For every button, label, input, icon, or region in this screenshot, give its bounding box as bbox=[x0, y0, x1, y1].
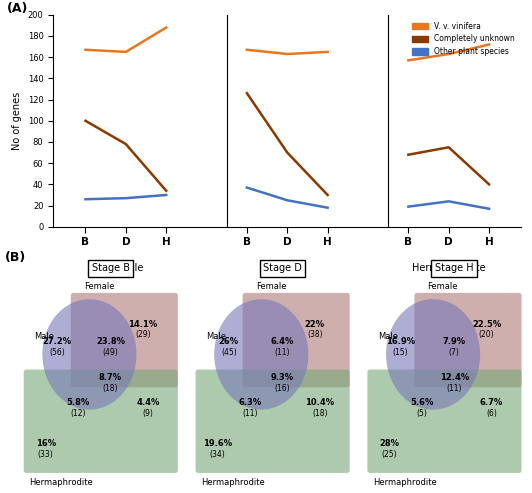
Text: Female: Female bbox=[108, 263, 144, 273]
Text: 22.5%: 22.5% bbox=[472, 319, 501, 329]
Text: (16): (16) bbox=[275, 384, 290, 393]
Text: 8.7%: 8.7% bbox=[99, 373, 122, 382]
Text: 10.4%: 10.4% bbox=[305, 398, 334, 407]
Text: (6): (6) bbox=[486, 409, 497, 418]
Text: Stage D: Stage D bbox=[263, 263, 302, 274]
Text: 4.4%: 4.4% bbox=[136, 398, 160, 407]
Text: Female: Female bbox=[256, 282, 286, 291]
Text: (7): (7) bbox=[449, 348, 460, 357]
Text: (15): (15) bbox=[393, 348, 409, 357]
Text: 6.4%: 6.4% bbox=[271, 337, 294, 347]
Text: 22%: 22% bbox=[305, 319, 325, 329]
Text: (18): (18) bbox=[312, 409, 327, 418]
Ellipse shape bbox=[214, 299, 309, 410]
Text: Male: Male bbox=[206, 332, 226, 341]
Text: 9.3%: 9.3% bbox=[271, 373, 294, 382]
Text: (18): (18) bbox=[103, 384, 118, 393]
Legend: V. v. vinifera, Completely unknown, Other plant species: V. v. vinifera, Completely unknown, Othe… bbox=[409, 19, 518, 59]
Ellipse shape bbox=[43, 299, 137, 410]
Text: 6.7%: 6.7% bbox=[480, 398, 503, 407]
Text: Hermaphrodite: Hermaphrodite bbox=[29, 478, 93, 487]
Text: Hermaphrodite: Hermaphrodite bbox=[412, 263, 486, 273]
Text: 27.2%: 27.2% bbox=[43, 337, 71, 347]
Text: Female: Female bbox=[428, 282, 458, 291]
FancyBboxPatch shape bbox=[414, 293, 521, 387]
Ellipse shape bbox=[386, 299, 480, 410]
Y-axis label: No of genes: No of genes bbox=[12, 92, 22, 150]
Text: Male: Male bbox=[378, 332, 398, 341]
Text: 14.1%: 14.1% bbox=[128, 319, 157, 329]
Text: (20): (20) bbox=[479, 330, 494, 339]
FancyBboxPatch shape bbox=[24, 370, 178, 473]
Text: 26%: 26% bbox=[219, 337, 239, 347]
Text: 23.8%: 23.8% bbox=[96, 337, 125, 347]
FancyBboxPatch shape bbox=[368, 370, 521, 473]
Text: (29): (29) bbox=[135, 330, 151, 339]
Text: 12.4%: 12.4% bbox=[439, 373, 469, 382]
Text: (11): (11) bbox=[446, 384, 462, 393]
FancyBboxPatch shape bbox=[71, 293, 178, 387]
Text: (56): (56) bbox=[49, 348, 65, 357]
Text: 6.3%: 6.3% bbox=[238, 398, 262, 407]
Text: Stage B: Stage B bbox=[92, 263, 129, 274]
Text: (11): (11) bbox=[275, 348, 290, 357]
Text: Male: Male bbox=[34, 332, 54, 341]
Text: Hermaphrodite: Hermaphrodite bbox=[373, 478, 437, 487]
Text: 5.8%: 5.8% bbox=[66, 398, 90, 407]
Text: Hermaphrodite: Hermaphrodite bbox=[201, 478, 265, 487]
Text: (49): (49) bbox=[103, 348, 119, 357]
Text: (12): (12) bbox=[70, 409, 86, 418]
Text: 7.9%: 7.9% bbox=[443, 337, 466, 347]
Text: (25): (25) bbox=[381, 450, 397, 458]
Text: (5): (5) bbox=[417, 409, 427, 418]
Text: 19.6%: 19.6% bbox=[203, 439, 232, 448]
Text: (33): (33) bbox=[38, 450, 54, 458]
Text: (11): (11) bbox=[242, 409, 257, 418]
FancyBboxPatch shape bbox=[243, 293, 350, 387]
Text: (9): (9) bbox=[143, 409, 153, 418]
Text: (34): (34) bbox=[210, 450, 226, 458]
Text: (A): (A) bbox=[6, 2, 28, 15]
Text: 28%: 28% bbox=[379, 439, 400, 448]
Text: (45): (45) bbox=[221, 348, 237, 357]
Text: (38): (38) bbox=[307, 330, 322, 339]
Text: Male: Male bbox=[276, 263, 299, 273]
Text: 5.6%: 5.6% bbox=[410, 398, 434, 407]
FancyBboxPatch shape bbox=[196, 370, 350, 473]
Text: (B): (B) bbox=[5, 251, 27, 264]
Text: 16.9%: 16.9% bbox=[386, 337, 415, 347]
Text: Female: Female bbox=[84, 282, 114, 291]
Text: 16%: 16% bbox=[36, 439, 56, 448]
Text: Stage H: Stage H bbox=[435, 263, 473, 274]
